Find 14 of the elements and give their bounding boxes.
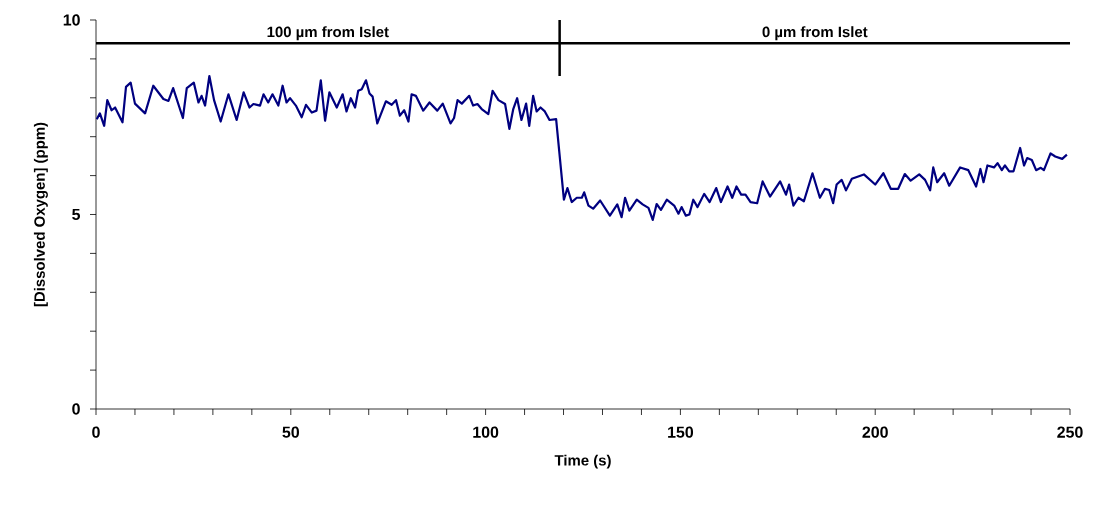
- x-tick-label: 250: [1057, 426, 1083, 438]
- y-tick-label: 5: [72, 208, 81, 221]
- x-axis-title: Time (s): [554, 454, 611, 469]
- x-tick-label: 50: [282, 426, 299, 438]
- y-tick-label: 0: [72, 403, 80, 415]
- x-tick-label: 200: [862, 426, 888, 438]
- x-tick-label: 100: [473, 426, 499, 438]
- annotation: 100 µm from Islet: [267, 26, 389, 41]
- y-axis-title: [Dissolved Oxygen] (ppm): [33, 122, 48, 307]
- x-tick-label: 150: [668, 426, 694, 438]
- annotation: 0 µm from Islet: [762, 26, 868, 41]
- y-tick-label: 10: [63, 14, 80, 26]
- x-tick-label: 0: [92, 426, 100, 438]
- line-series: [95, 74, 1068, 222]
